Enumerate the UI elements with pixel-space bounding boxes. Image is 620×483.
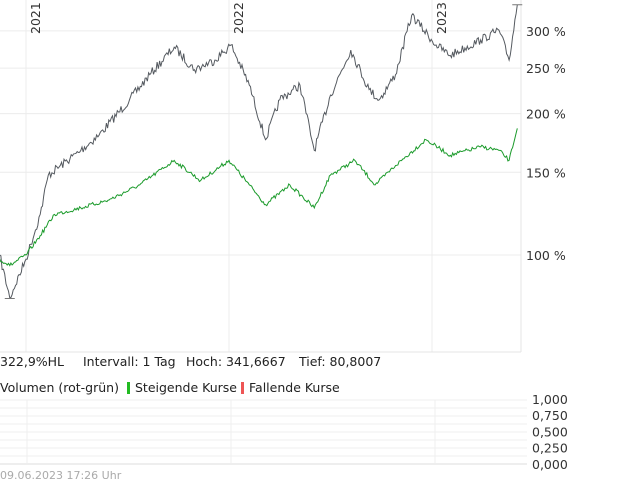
series-lines: [0, 4, 523, 299]
y-tick-label: 200 %: [526, 107, 566, 122]
timestamp: 09.06.2023 17:26 Uhr: [0, 469, 122, 482]
y-tick-label: 300 %: [526, 24, 566, 39]
low-value: Tief: 80,8007: [299, 354, 382, 369]
volume-tick-label: 0,000: [532, 457, 568, 472]
falling-swatch: [241, 382, 244, 394]
y-axis-labels: 100 % 150 % 200 % 250 % 300 %: [526, 24, 566, 263]
benchmark-line: [0, 128, 518, 267]
interval: Intervall: 1 Tag: [83, 354, 176, 369]
rising-swatch: [127, 382, 130, 394]
x-tick-label: 2023: [434, 2, 449, 34]
last-value: 322,9%HL: [0, 354, 65, 369]
x-tick-label: 2021: [28, 2, 43, 34]
y-tick-label: 250 %: [526, 61, 566, 76]
x-axis-labels: 2021 2022 2023: [28, 2, 449, 34]
volume-tick-label: 0,500: [532, 424, 568, 439]
volume-tick-label: 0,750: [532, 408, 568, 423]
volume-tick-label: 1,000: [532, 392, 568, 407]
price-line: [0, 4, 518, 299]
volume-tick-label: 0,250: [532, 441, 568, 456]
falling-label: Fallende Kurse: [249, 380, 340, 395]
y-tick-label: 100 %: [526, 248, 566, 263]
grid: [0, 0, 522, 353]
high-value: Hoch: 341,6667: [186, 354, 286, 369]
x-tick-label: 2022: [231, 2, 246, 34]
volume-title: Volumen (rot-grün): [0, 380, 119, 395]
rising-label: Steigende Kurse: [135, 380, 237, 395]
y-tick-label: 150 %: [526, 165, 566, 180]
